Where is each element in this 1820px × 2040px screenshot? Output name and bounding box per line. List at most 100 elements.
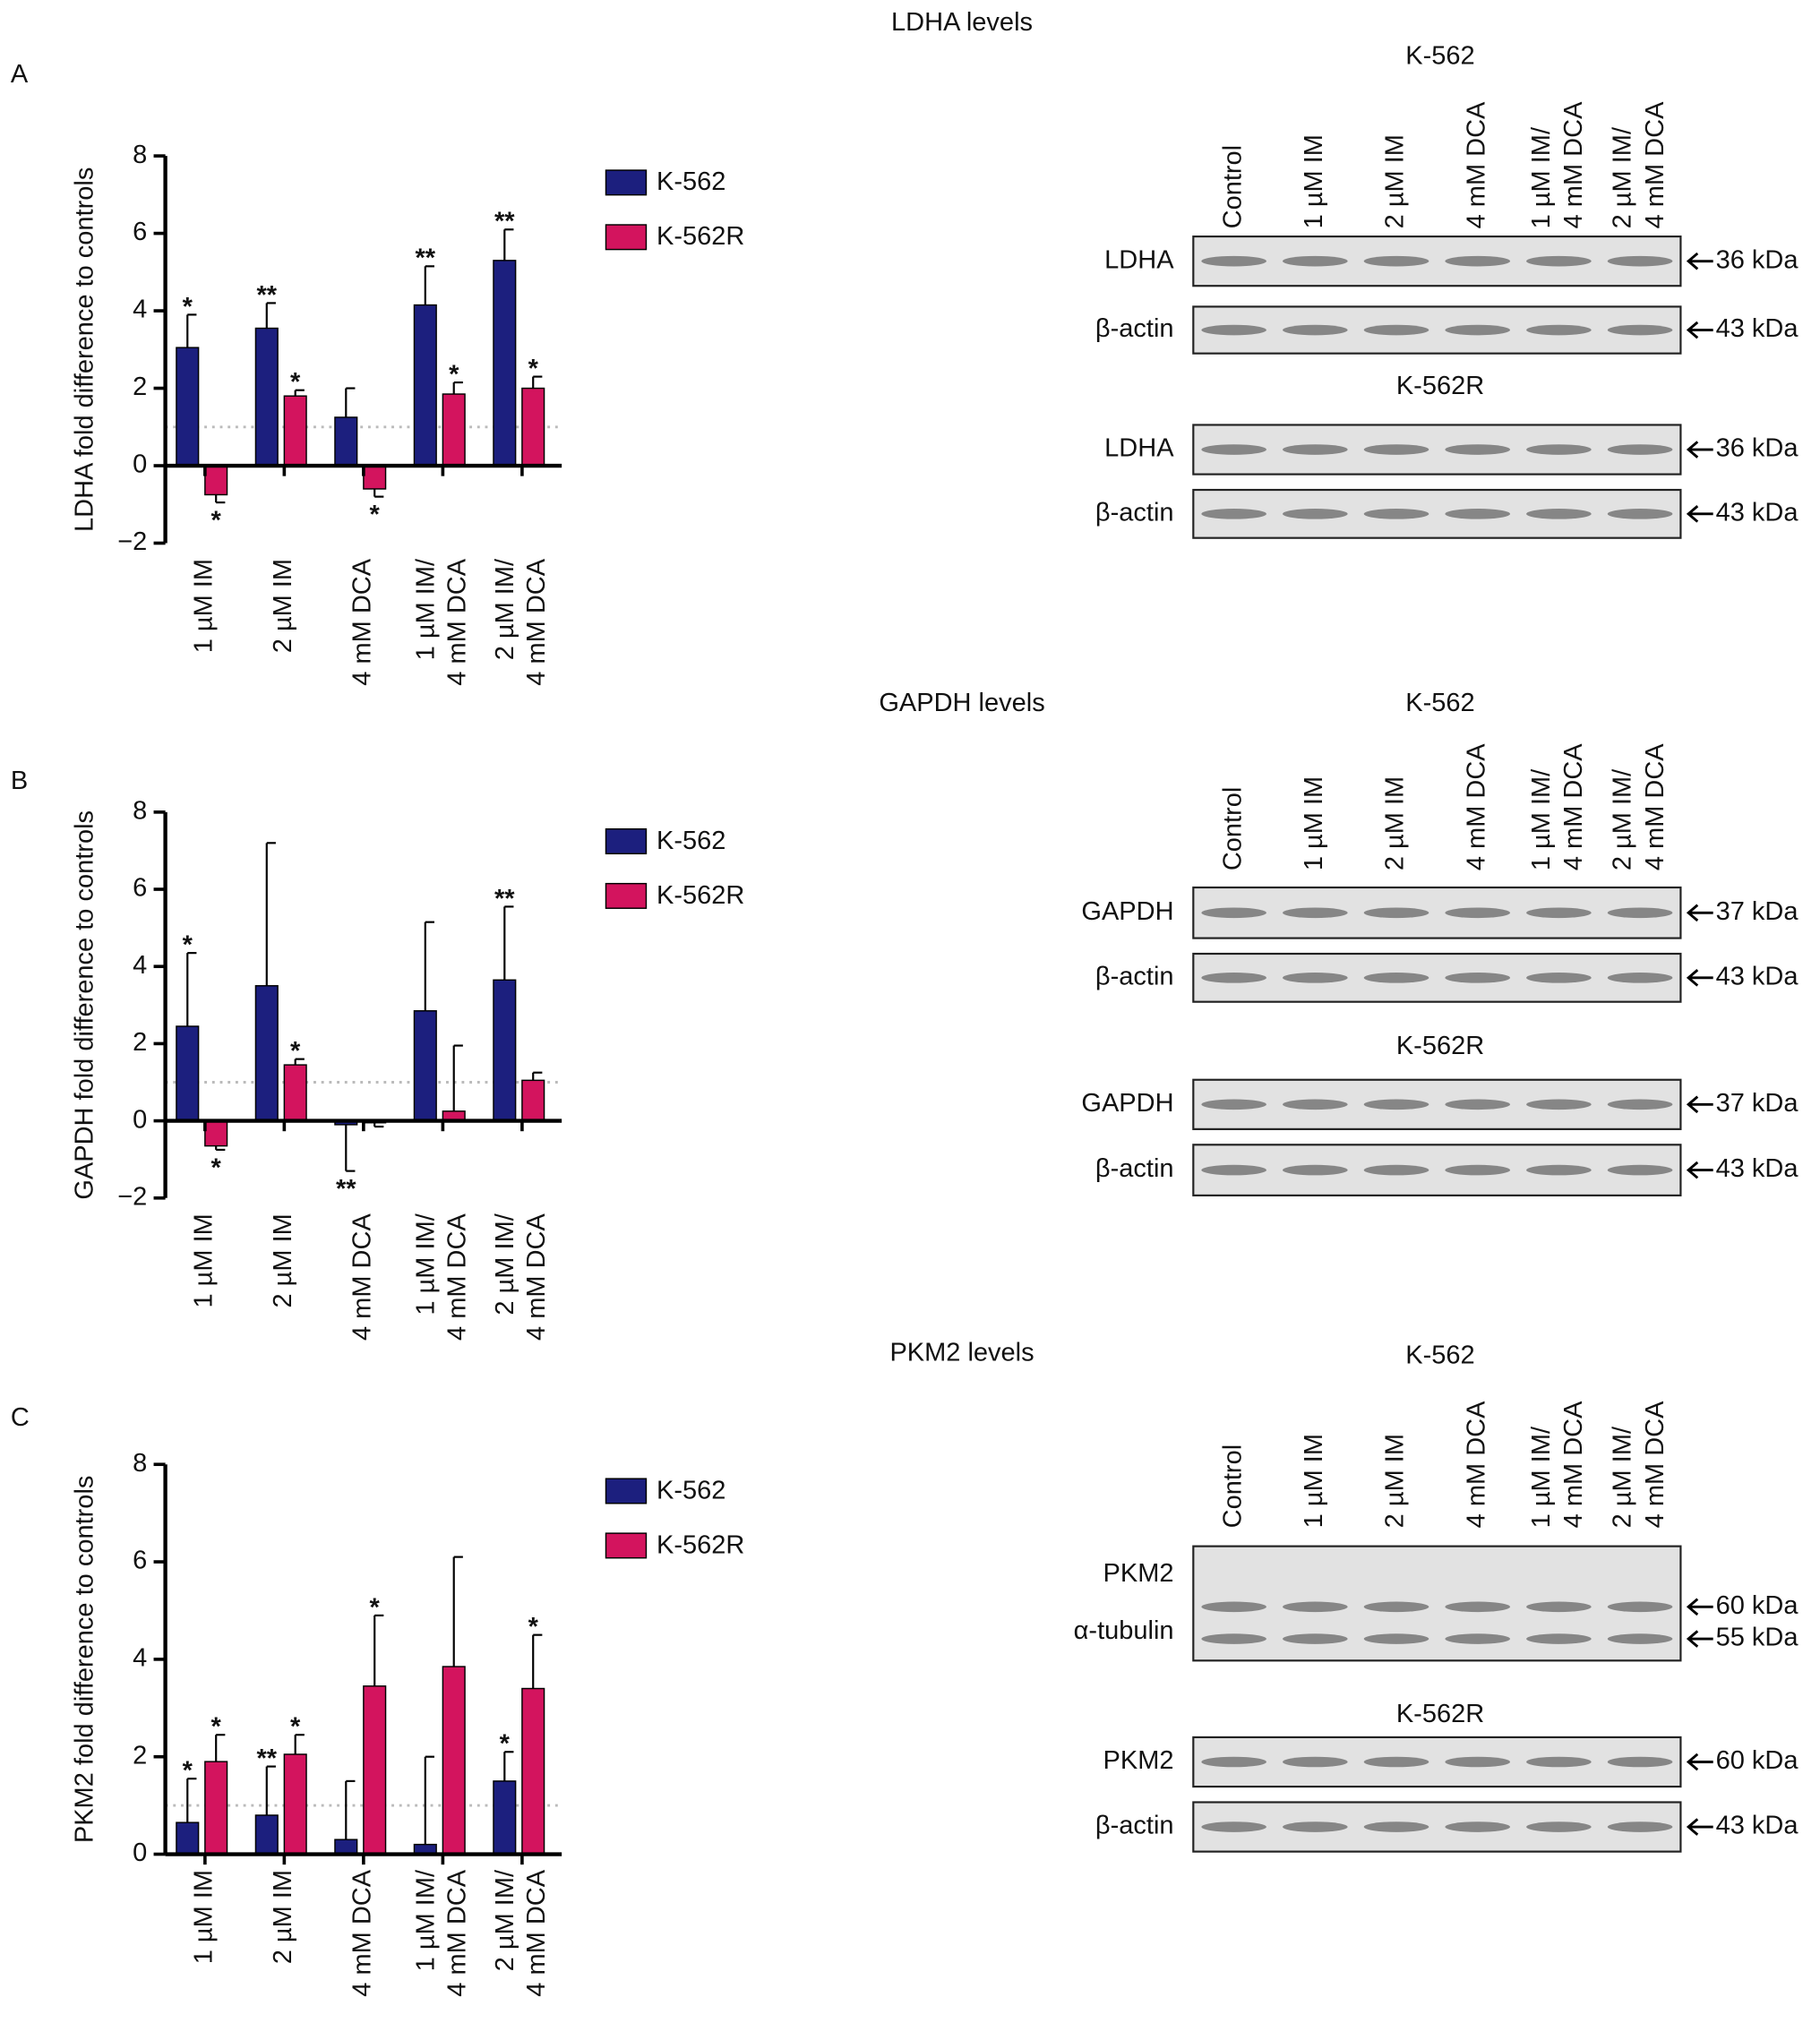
protein-label: α-tubulin <box>1074 1616 1174 1645</box>
size-arrow <box>1686 1598 1713 1616</box>
x-tick-label: 2 µM IM <box>269 1870 297 1964</box>
x-tick-label: 4 mM DCA <box>522 1869 551 1996</box>
band <box>1607 1633 1673 1644</box>
cell-line-label: K-562R <box>1396 1032 1484 1060</box>
size-arrow <box>1686 969 1713 987</box>
y-tick-label: 8 <box>133 797 147 826</box>
significance-label: * <box>500 1730 511 1759</box>
cell-line-label: K-562 <box>1405 1341 1474 1369</box>
band <box>1526 1099 1592 1110</box>
size-label: 60 kDa <box>1716 1746 1799 1775</box>
membrane <box>1192 305 1682 355</box>
bar <box>334 1839 358 1856</box>
error-bar <box>265 1765 276 1815</box>
band <box>1526 1821 1592 1832</box>
bar <box>413 1010 437 1122</box>
bar <box>204 1761 228 1856</box>
x-tick-label: 4 mM DCA <box>442 1213 471 1341</box>
band <box>1607 1821 1673 1832</box>
protein-label: PKM2 <box>1103 1746 1174 1775</box>
x-tick-label: 1 µM IM/ <box>412 1869 441 1971</box>
band <box>1445 509 1510 519</box>
band <box>1607 1601 1673 1613</box>
error-bar <box>186 1778 197 1823</box>
band <box>1201 255 1266 267</box>
y-tick-label: 8 <box>133 141 147 169</box>
size-label: 43 kDa <box>1716 499 1799 527</box>
error-bar <box>503 905 514 981</box>
legend-swatch <box>605 1532 648 1559</box>
significance-label: ** <box>336 1175 356 1204</box>
y-tick-label: 2 <box>133 1028 147 1057</box>
error-bar <box>186 313 197 348</box>
legend-label: K-562 <box>657 1476 725 1504</box>
error-bar <box>345 1779 356 1840</box>
band <box>1445 907 1510 919</box>
band <box>1363 1821 1429 1832</box>
band <box>1607 973 1673 983</box>
error-bar <box>265 302 276 329</box>
protein-label: β-actin <box>1095 1154 1174 1183</box>
y-tick-label: 6 <box>133 874 147 903</box>
membrane <box>1192 424 1682 476</box>
bar <box>254 327 279 467</box>
protein-label: LDHA <box>1104 434 1174 463</box>
band <box>1283 1164 1348 1176</box>
y-tick-label: 2 <box>133 1741 147 1770</box>
bar <box>283 1064 307 1122</box>
significance-label: * <box>211 507 222 536</box>
x-tick-label: 1 µM IM <box>190 1870 219 1964</box>
y-axis-title: GAPDH fold difference to controls <box>71 810 99 1200</box>
size-label: 36 kDa <box>1716 434 1799 463</box>
x-tick-label: 1 µM IM <box>190 1213 219 1307</box>
lane-label: 2 µM IM/ <box>1609 126 1637 228</box>
x-tick-label: 2 µM IM/ <box>491 558 519 660</box>
error-bar <box>373 1614 384 1686</box>
significance-label: * <box>290 1037 301 1066</box>
size-arrow <box>1686 1753 1713 1771</box>
band <box>1363 509 1429 519</box>
cell-line-label: K-562R <box>1396 372 1484 400</box>
y-tick-label: 4 <box>133 1644 147 1673</box>
band <box>1363 1099 1429 1110</box>
bar <box>521 387 545 467</box>
size-label: 43 kDa <box>1716 1154 1799 1183</box>
x-tick-label: 1 µM IM <box>190 559 219 653</box>
lane-label: 1 µM IM/ <box>1527 126 1556 228</box>
bar <box>363 465 387 490</box>
x-tick-label: 1 µM IM/ <box>412 1213 441 1315</box>
significance-label: * <box>211 1153 222 1182</box>
y-tick-label: 0 <box>133 1839 147 1867</box>
size-arrow <box>1686 505 1713 523</box>
lane-label: 4 mM DCA <box>1559 101 1588 228</box>
cell-line-label: K-562 <box>1405 689 1474 717</box>
band <box>1283 973 1348 983</box>
legend-swatch <box>605 827 648 855</box>
y-tick-label: −2 <box>117 527 147 556</box>
band <box>1363 1164 1429 1176</box>
cell-line-label: K-562 <box>1405 41 1474 70</box>
size-label: 43 kDa <box>1716 963 1799 991</box>
lane-label: Control <box>1218 787 1247 871</box>
band <box>1526 907 1592 919</box>
protein-label: β-actin <box>1095 963 1174 991</box>
band <box>1445 1756 1510 1768</box>
size-label: 43 kDa <box>1716 314 1799 343</box>
legend-label: K-562R <box>657 222 744 251</box>
y-axis-title: PKM2 fold difference to controls <box>71 1476 99 1844</box>
bar <box>521 1687 545 1856</box>
band <box>1283 1099 1348 1110</box>
lane-label: 1 µM IM <box>1300 776 1328 870</box>
x-tick-label: 4 mM DCA <box>348 558 377 685</box>
lane-label: 2 µM IM/ <box>1609 768 1637 870</box>
band <box>1445 973 1510 983</box>
band <box>1201 509 1266 519</box>
lane-label: 4 mM DCA <box>1559 1401 1588 1528</box>
bar <box>442 1666 466 1856</box>
band <box>1445 1601 1510 1613</box>
band <box>1201 1756 1266 1768</box>
x-tick-label: 4 mM DCA <box>442 558 471 685</box>
band <box>1201 444 1266 455</box>
membrane <box>1192 1801 1682 1853</box>
size-arrow <box>1686 252 1713 270</box>
